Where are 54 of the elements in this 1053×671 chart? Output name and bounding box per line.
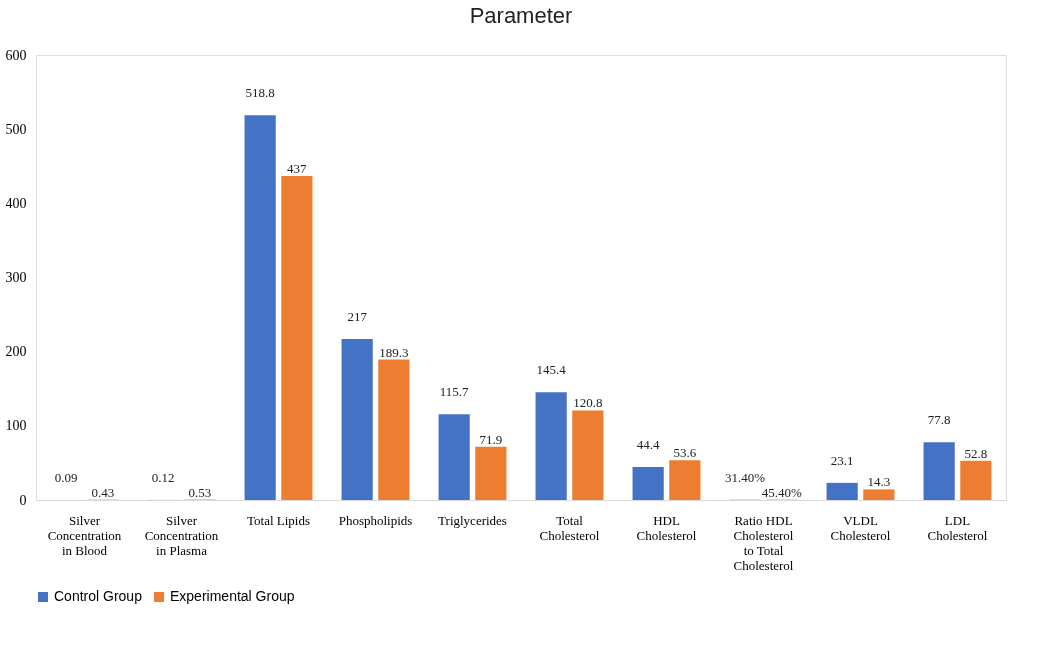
y-tick-label: 300 bbox=[5, 270, 27, 285]
x-tick-label: Phospholipids bbox=[338, 512, 413, 528]
legend-label: Control Group bbox=[54, 588, 143, 604]
y-tick-label: 0 bbox=[19, 492, 27, 508]
data-label: 437 bbox=[287, 160, 308, 176]
bar bbox=[475, 446, 507, 500]
data-label: 145.4 bbox=[536, 362, 567, 378]
data-label: 518.8 bbox=[245, 85, 275, 101]
bar bbox=[378, 359, 410, 500]
x-tick-label: Silver Concentration in Plasma bbox=[144, 512, 219, 558]
data-label: 0.09 bbox=[54, 469, 78, 485]
bar bbox=[960, 460, 992, 500]
bar bbox=[535, 392, 567, 500]
data-label: 217 bbox=[347, 309, 368, 325]
chart-title: Parameter bbox=[469, 3, 573, 28]
y-tick-label: 500 bbox=[5, 121, 27, 137]
bar bbox=[863, 489, 895, 500]
y-tick-label: 400 bbox=[5, 195, 27, 211]
x-tick-label: Triglycerides bbox=[438, 512, 507, 528]
data-label: 189.3 bbox=[379, 344, 409, 360]
bar bbox=[632, 467, 664, 500]
data-label: 77.8 bbox=[927, 412, 951, 428]
bar bbox=[923, 442, 955, 500]
data-label: 0.53 bbox=[188, 484, 212, 500]
x-tick-label: Total Cholesterol bbox=[539, 512, 600, 543]
legend-label: Experimental Group bbox=[170, 588, 295, 604]
x-tick-label: LDL Cholesterol bbox=[927, 512, 988, 543]
data-label: 53.6 bbox=[673, 445, 697, 461]
bar bbox=[244, 115, 276, 500]
x-tick-label: Ratio HDL Cholesterol to Total Cholesterol bbox=[733, 512, 794, 573]
data-label: 45.40% bbox=[761, 484, 803, 500]
data-label: 23.1 bbox=[830, 452, 854, 468]
x-tick-label: HDL Cholesterol bbox=[636, 512, 697, 543]
data-label: 14.3 bbox=[867, 474, 891, 490]
data-label: 115.7 bbox=[439, 384, 470, 400]
y-tick-label: 100 bbox=[5, 418, 27, 434]
data-label: 52.8 bbox=[964, 445, 988, 461]
data-label: 44.4 bbox=[636, 437, 661, 453]
bar bbox=[572, 410, 604, 500]
data-label: 0.43 bbox=[91, 484, 115, 500]
data-label: 120.8 bbox=[573, 395, 603, 411]
y-tick-label: 600 bbox=[5, 47, 27, 63]
x-tick-label: Silver Concentration in Blood bbox=[47, 512, 122, 558]
data-label: 0.12 bbox=[151, 469, 175, 485]
bar bbox=[438, 414, 470, 500]
y-tick-label: 200 bbox=[5, 344, 27, 360]
x-tick-label: Total Lipids bbox=[246, 512, 311, 528]
data-label: 31.40% bbox=[725, 469, 766, 485]
bar bbox=[281, 175, 313, 500]
data-label: 71.9 bbox=[479, 431, 503, 447]
bar bbox=[669, 460, 701, 500]
bar bbox=[341, 339, 373, 500]
bar bbox=[826, 482, 858, 500]
x-tick-label: VLDL Cholesterol bbox=[830, 512, 891, 543]
